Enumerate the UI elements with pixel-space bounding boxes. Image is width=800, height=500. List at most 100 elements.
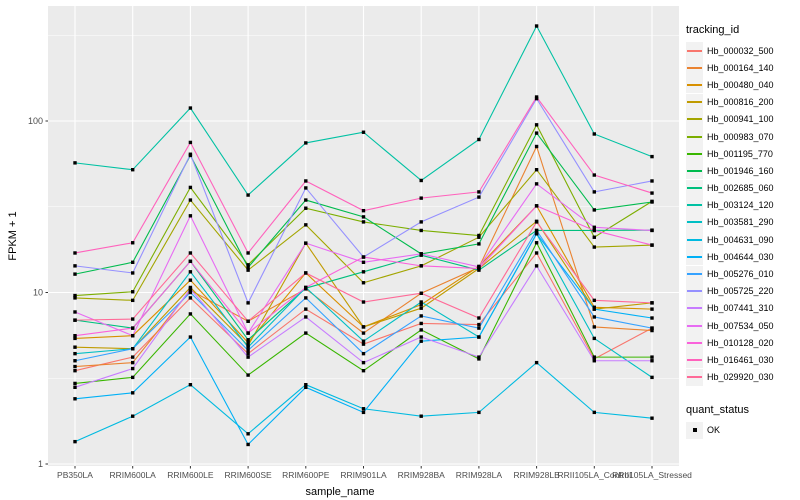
x-tick-label: RRIM901LA (340, 470, 387, 480)
data-point (477, 357, 481, 361)
data-point (650, 200, 654, 204)
data-point (188, 185, 193, 190)
legend-key-line-icon (686, 282, 703, 300)
data-point (650, 179, 654, 183)
data-point (131, 168, 135, 172)
data-point (304, 285, 308, 290)
data-point (131, 290, 135, 294)
data-point (304, 241, 308, 245)
legend-key-line-icon (686, 42, 703, 60)
data-point (304, 179, 308, 183)
data-point (131, 355, 135, 359)
legend-label: Hb_010128_020 (707, 337, 774, 348)
legend-entry: Hb_000480_040 (686, 76, 798, 94)
data-point (361, 351, 366, 356)
legend-entry: Hb_001946_160 (686, 162, 798, 180)
data-point (304, 382, 308, 387)
legend-entry: Hb_016461_030 (686, 351, 798, 369)
legend-label-ok: OK (707, 425, 721, 436)
data-point (361, 255, 366, 259)
legend-entry: Hb_002685_060 (686, 179, 798, 197)
data-point (361, 260, 366, 265)
data-point (246, 348, 250, 353)
data-point (73, 385, 77, 390)
data-point (592, 359, 596, 363)
data-point (246, 265, 250, 270)
data-point (188, 140, 193, 145)
x-tick-label: RRIM928LA (456, 470, 503, 480)
legend-title-tracking-id: tracking_id (686, 24, 740, 36)
data-point (477, 190, 481, 194)
legend: tracking_id Hb_000032_500 Hb_000164_140 Hb… (686, 24, 798, 439)
legend-label: Hb_000032_500 (707, 45, 774, 56)
data-point (131, 347, 135, 351)
data-point (73, 310, 77, 314)
x-tick-label: RRIM928LB (513, 470, 560, 480)
data-point (477, 235, 481, 239)
x-tick-label: RRIM600LE (167, 470, 214, 480)
data-point (477, 355, 481, 359)
data-point (304, 198, 308, 202)
data-point (477, 316, 481, 320)
data-point (592, 307, 596, 311)
legend-title-quant-status: quant_status (686, 403, 749, 416)
legend-label: Hb_007534_050 (707, 320, 774, 331)
data-point (131, 260, 135, 265)
data-point (419, 196, 423, 200)
legend-key-line-icon (686, 59, 703, 77)
data-point (477, 322, 481, 327)
data-point (246, 263, 250, 267)
legend-entry-ok: OK (686, 421, 798, 439)
data-point (73, 351, 77, 356)
legend-key-line-icon (686, 213, 703, 231)
data-point (650, 316, 654, 320)
x-tick-label: RRIM600PE (282, 470, 330, 480)
data-point (419, 252, 423, 256)
legend-entries: Hb_000032_500 Hb_000164_140 Hb_000480_040 H… (686, 42, 798, 386)
legend-entry: Hb_003124_120 (686, 196, 798, 214)
data-point (592, 355, 596, 359)
data-point (246, 340, 250, 345)
data-point (361, 215, 366, 219)
data-point (73, 397, 77, 401)
data-point (650, 191, 654, 195)
legend-label: Hb_029920_030 (707, 372, 774, 383)
data-point (361, 407, 366, 411)
legend-label: Hb_001946_160 (707, 165, 774, 176)
data-point (419, 264, 423, 268)
data-point (73, 293, 77, 298)
data-point (419, 291, 423, 295)
data-point (131, 298, 135, 303)
legend-key-line-icon (686, 128, 703, 146)
legend-label: Hb_003581_290 (707, 217, 774, 228)
legend-label: Hb_007441_310 (707, 303, 774, 314)
legend-label: Hb_000941_100 (707, 114, 774, 125)
data-point (304, 331, 308, 335)
data-point (650, 328, 654, 333)
data-point (73, 161, 77, 165)
legend-entry: Hb_005725_220 (686, 282, 798, 300)
data-point (534, 220, 539, 224)
data-point (419, 328, 423, 332)
legend-key-line-icon (686, 179, 703, 197)
data-point (246, 338, 250, 342)
legend-entry: Hb_004644_030 (686, 248, 798, 266)
data-point (419, 302, 423, 307)
y-tick-label: 1 (38, 459, 43, 469)
data-point (361, 300, 366, 304)
legend-label: Hb_016461_030 (707, 354, 774, 365)
y-tick-label: 100 (28, 116, 43, 126)
data-point (534, 251, 539, 255)
legend-entry: Hb_007534_050 (686, 317, 798, 335)
legend-entry: Hb_000816_200 (686, 93, 798, 111)
data-point (188, 106, 193, 110)
data-point (592, 132, 596, 136)
data-point (650, 359, 654, 363)
data-point (246, 351, 250, 356)
data-point (188, 251, 193, 255)
data-point (246, 251, 250, 255)
data-point (477, 195, 481, 199)
legend-entry: Hb_029920_030 (686, 368, 798, 386)
data-point (650, 154, 654, 159)
